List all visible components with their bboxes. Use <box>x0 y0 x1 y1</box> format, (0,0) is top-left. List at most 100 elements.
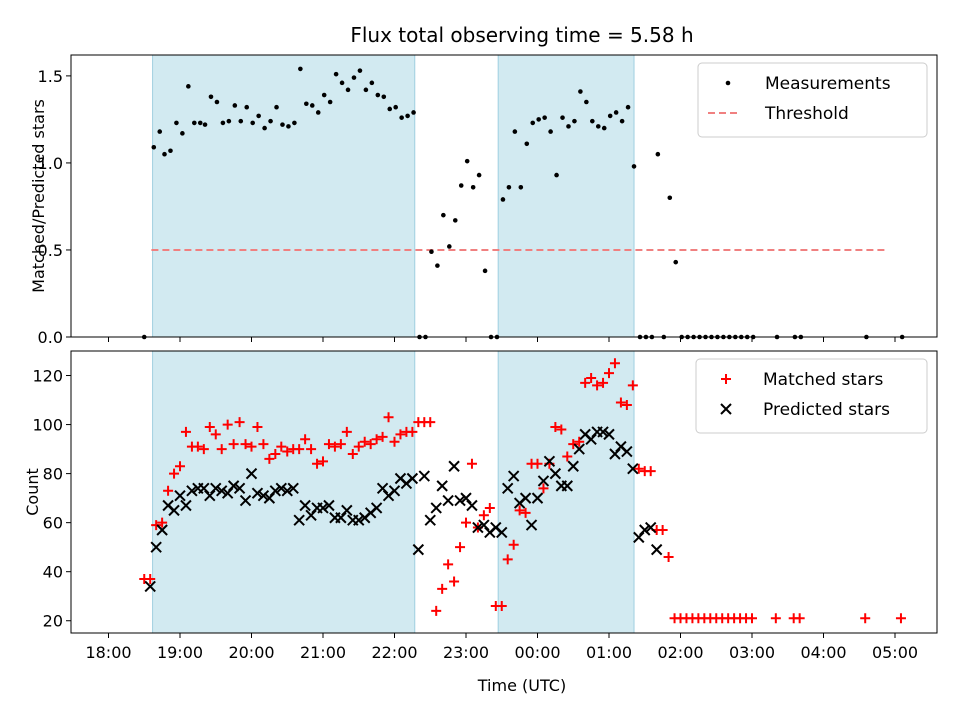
predicted-point <box>370 502 383 514</box>
measurement-point <box>180 131 185 136</box>
y-axis-label: Count <box>23 468 42 516</box>
predicted-point <box>186 485 198 497</box>
predicted-point <box>448 460 460 472</box>
measurement-point <box>174 120 179 126</box>
measurement-point <box>464 158 470 164</box>
matched-point <box>615 397 626 408</box>
predicted-point <box>603 428 615 441</box>
matched-point <box>335 439 346 450</box>
predicted-point <box>502 482 514 495</box>
matched-point <box>329 441 340 452</box>
matched-point <box>175 461 185 472</box>
measurement-point <box>476 172 482 178</box>
matched-point <box>240 439 251 450</box>
matched-point <box>180 426 191 437</box>
measurement-point <box>232 103 238 108</box>
matched-point <box>204 422 215 433</box>
matched-point <box>145 574 156 585</box>
predicted-point <box>525 519 538 531</box>
count-plot: 20 40 60 80 100 120 18:00 19:00 20:00 21:00 22:00 2… <box>23 350 938 695</box>
y-axis-label: Matched/Predicted stars <box>29 99 48 293</box>
predicted-point <box>507 470 520 482</box>
measurement-point <box>157 129 163 134</box>
measurement-point <box>601 125 607 131</box>
measurement-point <box>470 184 476 190</box>
predicted-point <box>543 455 556 468</box>
matched-point <box>276 441 287 452</box>
measurement-point <box>192 120 197 126</box>
predicted-point <box>239 494 252 507</box>
matched-point <box>425 417 436 428</box>
measurement-point <box>506 184 512 190</box>
predicted-point <box>168 504 180 517</box>
matched-point <box>198 444 209 455</box>
matched-point <box>294 444 305 455</box>
measurement-point <box>518 184 524 190</box>
predicted-point <box>216 485 228 497</box>
predicted-point <box>561 480 573 492</box>
matched-point <box>151 520 162 531</box>
measurement-point <box>536 117 541 122</box>
measurement-point <box>256 113 261 119</box>
predicted-point <box>341 504 353 517</box>
measurement-point <box>554 172 559 178</box>
measurement-point <box>590 118 595 124</box>
measurement-point <box>625 104 631 110</box>
measurement-point <box>268 118 273 124</box>
measurement-point <box>363 87 369 93</box>
predicted-point <box>549 467 562 480</box>
measurement-point <box>304 101 309 107</box>
measurement-point <box>151 144 157 150</box>
matched-point <box>794 613 805 624</box>
predicted-point <box>281 485 293 497</box>
observing-span <box>497 350 635 634</box>
matched-point <box>377 431 388 442</box>
matched-point <box>461 517 471 528</box>
matched-point <box>163 485 174 496</box>
predicted-point <box>531 492 544 504</box>
matched-point <box>389 436 400 447</box>
predicted-point <box>650 543 663 556</box>
measurement-point <box>458 183 464 188</box>
matched-point <box>496 601 507 612</box>
measurement-point <box>399 115 404 120</box>
predicted-point <box>537 475 550 487</box>
matched-point <box>323 439 334 450</box>
matched-point <box>508 539 519 550</box>
predicted-point <box>251 487 264 499</box>
legend-box <box>697 62 928 138</box>
x-tick-label: 05:00 <box>872 643 918 662</box>
predicted-point <box>418 470 430 482</box>
matched-point <box>556 424 567 435</box>
y-tick-label: 40 <box>43 563 63 582</box>
matched-point <box>455 542 466 553</box>
matched-point <box>586 372 597 383</box>
measurement-point <box>292 120 297 126</box>
x-tick-label: 01:00 <box>586 643 632 662</box>
matched-point <box>395 429 406 440</box>
measurement-point <box>578 89 583 94</box>
predicted-point <box>210 482 222 495</box>
matched-point <box>306 444 317 455</box>
matched-point <box>627 380 638 391</box>
predicted-point <box>299 499 311 512</box>
measurement-point <box>250 120 255 126</box>
predicted-point <box>406 472 419 485</box>
predicted-point <box>180 499 192 512</box>
matched-point <box>252 422 263 433</box>
matched-point <box>574 436 585 447</box>
matched-point <box>514 505 525 516</box>
y-tick-label: 0.5 <box>38 241 63 260</box>
matched-point <box>621 399 632 410</box>
matched-point <box>365 439 376 450</box>
observing-span <box>497 54 635 338</box>
measurement-point <box>351 75 357 80</box>
matched-point <box>550 422 561 433</box>
measurement-point <box>357 68 363 73</box>
predicted-point <box>317 502 329 514</box>
predicted-point <box>454 494 466 507</box>
predicted-point <box>353 514 365 526</box>
measurement-point <box>197 120 203 126</box>
predicted-point <box>621 445 633 458</box>
predicted-point <box>293 514 305 526</box>
